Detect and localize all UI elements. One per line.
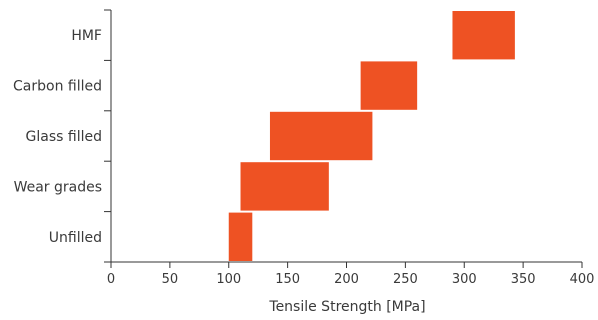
x-tick-label: 0 — [107, 272, 115, 287]
bar-hmf — [452, 11, 515, 60]
x-tick-label: 100 — [216, 272, 241, 287]
x-tick-label: 250 — [393, 272, 418, 287]
bar-wear-grades — [240, 162, 329, 211]
x-tick-label: 400 — [570, 272, 595, 287]
y-tick-label: HMF — [71, 28, 102, 44]
y-tick-label: Unfilled — [49, 230, 102, 246]
x-tick-label: 50 — [162, 272, 179, 287]
x-axis-label: Tensile Strength [MPa] — [268, 299, 425, 315]
y-tick-label: Carbon filled — [13, 79, 102, 95]
x-tick-label: 350 — [511, 272, 536, 287]
y-tick-label: Glass filled — [26, 129, 102, 145]
y-ticks-group: Unfilled Wear grades Glass filled Carbon fi… — [13, 9, 111, 263]
bars-group — [228, 11, 515, 261]
x-ticks-group: 0 50 100 150 200 250 300 350 400 — [107, 262, 595, 287]
x-tick-label: 200 — [334, 272, 359, 287]
bar-carbon-filled — [360, 61, 418, 110]
x-tick-label: 150 — [275, 272, 300, 287]
y-tick-label: Wear grades — [14, 179, 102, 195]
x-tick-label: 300 — [452, 272, 477, 287]
bar-unfilled — [228, 212, 253, 261]
bar-glass-filled — [269, 111, 373, 161]
